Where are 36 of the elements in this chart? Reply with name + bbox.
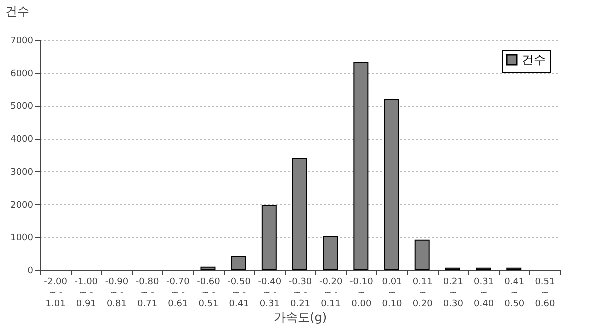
x-tick-label: -0.50 ~ - 0.41: [228, 278, 252, 310]
x-tick-label: -0.30 ~ - 0.21: [288, 278, 312, 310]
x-tick-label: -0.60 ~ - 0.51: [197, 278, 221, 310]
bar: [384, 99, 400, 270]
bar: [323, 236, 338, 270]
y-tick-label: 7000: [10, 36, 34, 46]
x-tick-label: -0.90 ~ - 0.81: [105, 278, 129, 310]
x-axis-title: 가속도(g): [274, 310, 327, 324]
x-tick-label: -0.40 ~ - 0.31: [258, 278, 282, 310]
x-tick-label: 0.31 ~ 0.40: [474, 278, 494, 310]
y-tick-label: 2000: [10, 200, 34, 211]
x-tick-label: 0.41 ~ 0.50: [504, 278, 525, 310]
y-tick-label: 0: [28, 266, 34, 276]
x-tick-label: 0.51 ~ 0.60: [535, 278, 556, 310]
x-tick-label: -0.80 ~ - 0.71: [136, 278, 160, 310]
x-tick-label: -0.10 ~ 0.00: [350, 278, 374, 310]
bar: [262, 205, 277, 270]
y-tick-label: 1000: [10, 234, 34, 244]
y-tick-label: 3000: [10, 168, 34, 178]
bar: [200, 266, 216, 270]
x-tick-label: -2.00 ~ - 1.01: [44, 278, 68, 310]
x-tick-label: -0.20 ~ - 0.11: [319, 278, 343, 310]
y-axis-title: 건수: [6, 4, 30, 18]
x-tick-label: 0.01 ~ 0.10: [382, 278, 403, 310]
y-tick-label: 4000: [10, 135, 34, 146]
bar: [354, 62, 369, 270]
x-tick-label: -0.70 ~ - 0.61: [166, 278, 190, 310]
x-tick-label: 0.11 ~ 0.20: [412, 278, 434, 310]
y-tick-label: 6000: [10, 69, 34, 80]
legend-label: 건수: [522, 53, 546, 67]
x-tick-label: 0.21 ~ 0.30: [443, 278, 464, 310]
y-tick-label: 5000: [10, 102, 34, 112]
x-tick-label: -1.00 ~ - 0.91: [74, 278, 98, 310]
bar: [414, 240, 430, 270]
bar: [292, 158, 308, 270]
bar: [231, 256, 246, 270]
